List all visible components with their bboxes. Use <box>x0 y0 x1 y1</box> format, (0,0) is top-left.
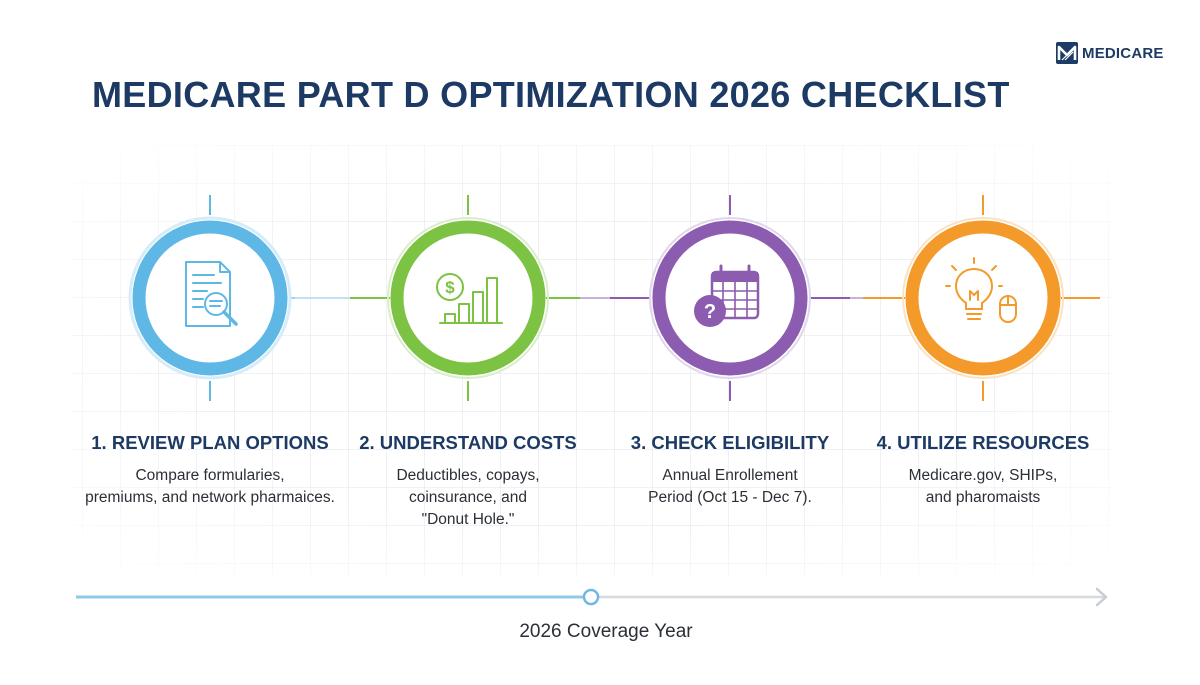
step-4-node <box>863 195 1100 401</box>
calendar-question-icon: ? <box>694 264 760 327</box>
step-4-title: 4. UTILIZE RESOURCES <box>876 432 1090 453</box>
step-3-node: ? <box>610 195 850 401</box>
step-2-title: 2. UNDERSTAND COSTS <box>359 432 577 453</box>
step-1-desc-line: Compare formularies, <box>135 467 285 484</box>
step-1-title: 1. REVIEW PLAN OPTIONS <box>91 432 329 453</box>
step-2-desc-line: "Donut Hole." <box>421 511 515 528</box>
lightbulb-mouse-icon <box>945 257 1017 323</box>
step-4-description: Medicare.gov, SHIPs, and pharomaists <box>848 465 1118 509</box>
medicare-logo: MEDICARE <box>1056 42 1164 64</box>
step-2-description: Deductibles, copays, coinsurance, and "D… <box>333 465 603 531</box>
step-1-node <box>128 195 295 401</box>
timeline-label: 2026 Coverage Year <box>519 621 693 642</box>
step-1-description: Compare formularies, premiums, and netwo… <box>75 465 345 509</box>
dollar-chart-icon: $ <box>436 273 503 324</box>
step-4-desc-line: Medicare.gov, SHIPs, <box>908 467 1058 484</box>
document-search-icon <box>185 261 238 327</box>
step-2-desc-line: coinsurance, and <box>408 489 528 506</box>
medicare-logo-icon <box>1056 42 1078 64</box>
step-3-title: 3. CHECK ELIGIBILITY <box>630 432 830 453</box>
logo-text: MEDICARE <box>1082 44 1164 62</box>
page-title: MEDICARE PART D OPTIMIZATION 2026 CHECKL… <box>92 74 1010 115</box>
svg-text:$: $ <box>445 278 455 297</box>
step-3-desc-line: Period (Oct 15 - Dec 7). <box>648 489 812 506</box>
step-3-description: Annual Enrollement Period (Oct 15 - Dec … <box>595 465 865 509</box>
step-3-desc-line: Annual Enrollement <box>662 467 798 484</box>
step-2-desc-line: Deductibles, copays, <box>396 467 540 484</box>
svg-text:?: ? <box>704 301 716 323</box>
step-1-desc-line: premiums, and network pharmaices. <box>85 489 335 506</box>
step-4-desc-line: and pharomaists <box>925 489 1041 506</box>
step-2-node: $ <box>350 195 580 401</box>
